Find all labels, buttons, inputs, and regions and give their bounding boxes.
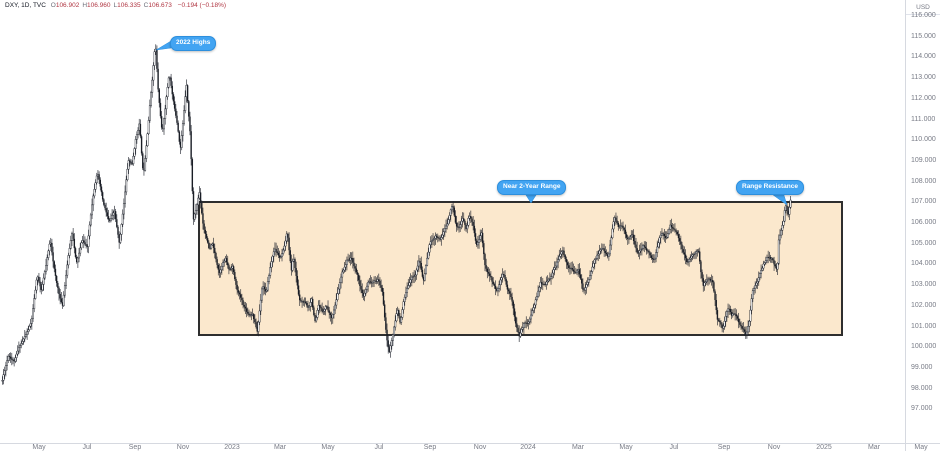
ohlc-label: O — [50, 2, 56, 9]
change-value: −0.194 (−0.18%) — [177, 2, 227, 9]
price-axis-label: 115.000 — [911, 32, 936, 40]
time-axis-label: May — [914, 444, 928, 451]
time-axis-label: Mar — [571, 444, 585, 451]
price-axis-label: 102.000 — [911, 301, 937, 309]
time-axis-separator — [0, 443, 940, 444]
time-axis-label: Jul — [669, 444, 679, 451]
price-axis-label: 109.000 — [911, 156, 937, 164]
time-axis-label: May — [32, 444, 46, 451]
price-axis-label: 106.000 — [911, 219, 937, 226]
price-axis-label: 107.000 — [911, 198, 937, 206]
price-axis-label: 101.000 — [911, 322, 937, 330]
time-axis-label: Mar — [867, 444, 881, 451]
symbol-legend[interactable]: DXY, 1D, TVC O106.902 H106.960 L106.335 C10… — [5, 2, 226, 9]
time-axis-label: May — [619, 444, 633, 451]
ohlc-label: C — [143, 2, 149, 9]
currency-label: USD — [906, 0, 940, 15]
price-axis-label: 110.000 — [911, 136, 936, 144]
ohlc-label: H — [82, 2, 88, 9]
annotation-balloon-near-2-year-range[interactable]: Near 2-Year Range — [497, 180, 567, 195]
price-axis-label: 111.000 — [911, 115, 936, 123]
time-axis-label: 2023 — [224, 444, 240, 451]
price-axis-label: 104.000 — [911, 260, 937, 268]
price-axis-label: 105.000 — [911, 239, 937, 247]
time-axis-label: May — [321, 444, 335, 451]
time-axis-label: Mar — [273, 444, 287, 451]
price-axis-label: 108.000 — [911, 177, 937, 185]
time-axis-label: Sep — [128, 444, 142, 451]
time-axis-label: Jul — [82, 444, 92, 451]
price-axis-label: 113.000 — [911, 74, 936, 82]
ohlc-values: O106.902 H106.960 L106.335 C106.673 — [48, 2, 172, 9]
price-axis-label: 100.000 — [911, 343, 937, 351]
time-axis-label: 2025 — [816, 444, 832, 451]
price-axis-label: 112.000 — [911, 94, 936, 102]
price-axis[interactable]: USD 116.000 115.000 114.000 113.000 112.000 1… — [906, 0, 940, 451]
time-axis-label: Nov — [473, 444, 487, 451]
time-axis-label: Jul — [374, 444, 384, 451]
ohlc-value: 106.335 — [117, 2, 141, 9]
price-axis-label: 98.000 — [911, 384, 933, 392]
time-axis-label: 2024 — [520, 444, 536, 451]
annotation-balloon-range-resistance[interactable]: Range Resistance — [736, 180, 804, 195]
price-axis-separator — [905, 0, 906, 451]
ohlc-value: 106.960 — [87, 2, 111, 9]
price-axis-label: 116.000 — [911, 12, 936, 19]
time-axis-label: Sep — [717, 444, 731, 451]
time-axis-label: Nov — [767, 444, 781, 451]
price-axis-label: 99.000 — [911, 363, 933, 371]
time-axis-label: Nov — [176, 444, 190, 451]
symbol-title: DXY, 1D, TVC — [5, 2, 46, 9]
ohlc-value: 106.902 — [55, 2, 80, 9]
time-axis[interactable]: May Jul Sep Nov 2023 Mar May Jul Sep Nov 2024 Mar Ma… — [0, 443, 940, 451]
price-axis-label: 97.000 — [911, 405, 933, 413]
ohlc-value: 106.673 — [148, 2, 172, 9]
time-axis-label: Sep — [423, 444, 437, 451]
price-axis-label: 103.000 — [911, 281, 937, 289]
annotation-balloon-2022-highs[interactable]: 2022 Highs — [170, 36, 217, 51]
ohlc-label: L — [113, 2, 118, 9]
price-axis-label: 114.000 — [911, 53, 936, 61]
